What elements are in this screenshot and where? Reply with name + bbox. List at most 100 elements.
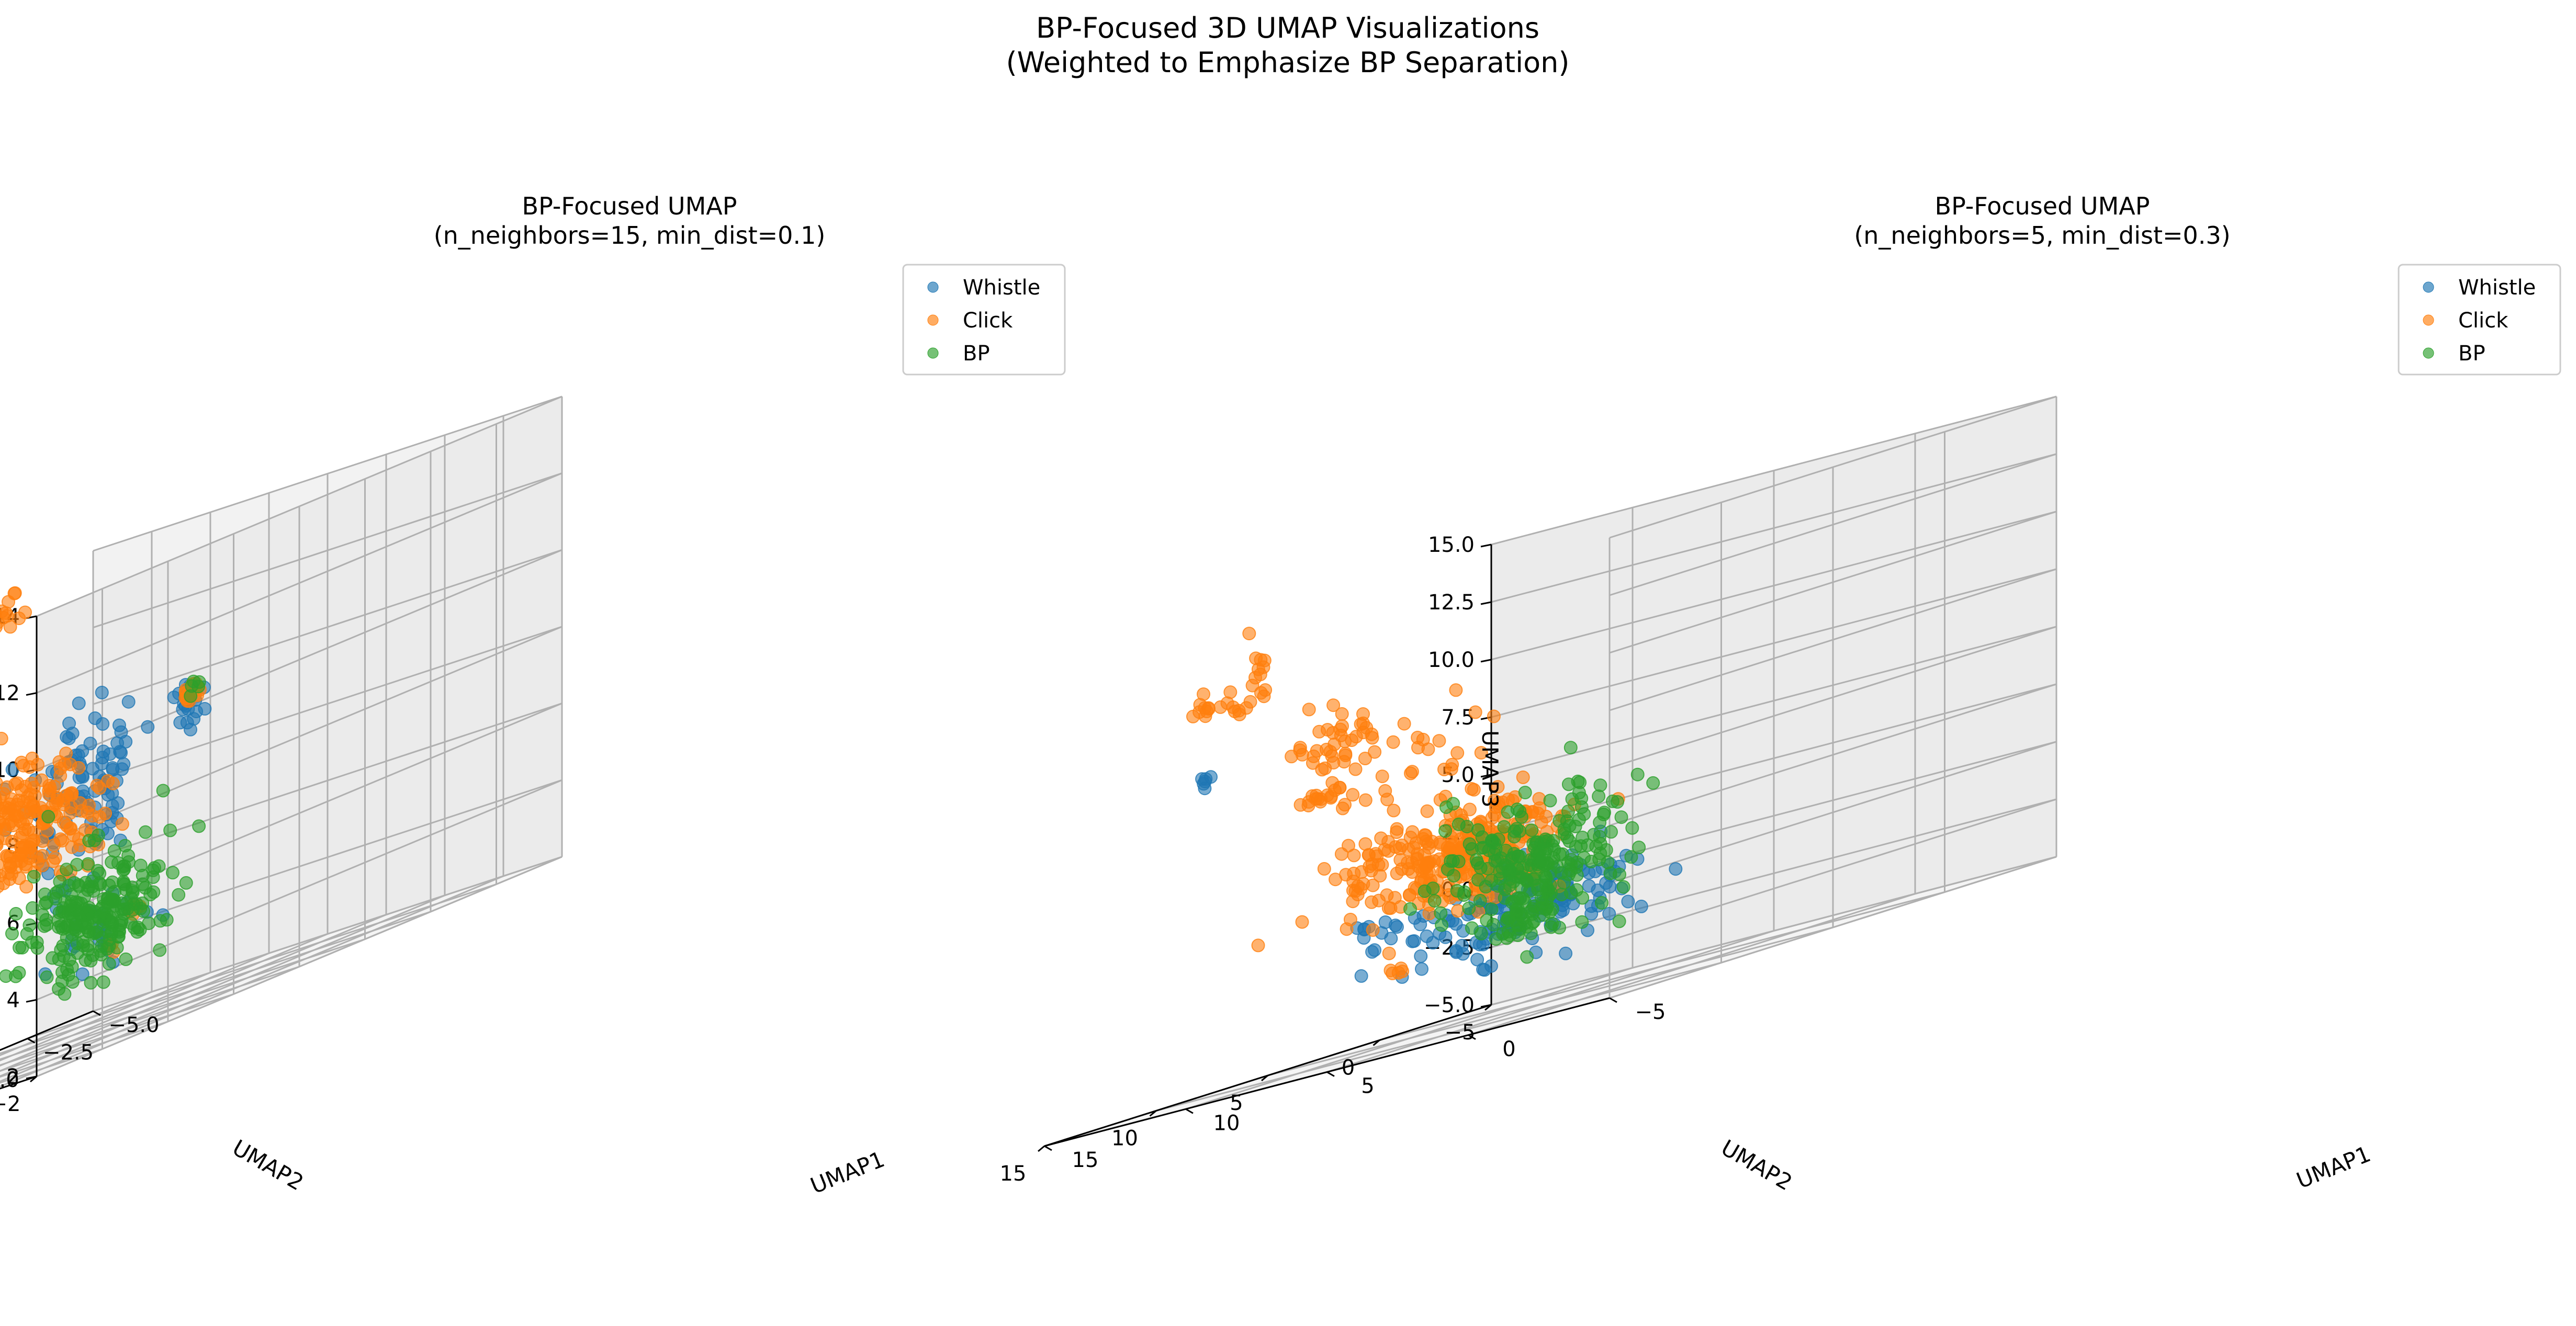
point-click: [1254, 686, 1268, 700]
point-bp: [56, 939, 70, 953]
point-bp: [60, 962, 74, 977]
point-bp: [1560, 831, 1574, 844]
point-bp: [1593, 837, 1607, 851]
point-bp: [1632, 841, 1646, 854]
point-click: [1213, 700, 1228, 714]
figure-title-line1: BP-Focused 3D UMAP Visualizations: [1036, 12, 1539, 44]
legend-marker-click: [927, 314, 939, 326]
point-click: [12, 611, 26, 626]
point-whistle: [1470, 953, 1484, 967]
point-bp: [117, 902, 131, 916]
panel-right-title-line1: BP-Focused UMAP: [1935, 192, 2150, 220]
panel-left-grid: [0, 395, 563, 1090]
point-click: [1317, 862, 1331, 876]
point-bp: [1438, 824, 1452, 838]
point-bp: [1577, 851, 1591, 865]
z-tick-mark: [1480, 1004, 1492, 1008]
point-bp: [1563, 741, 1578, 755]
point-bp: [1470, 856, 1484, 870]
point-click: [1325, 776, 1340, 790]
point-bp: [1604, 825, 1618, 839]
grid-line-z: [1609, 395, 2057, 539]
point-click: [1372, 893, 1386, 908]
point-whistle: [173, 716, 187, 730]
grid-line-z: [1609, 856, 2057, 999]
x-tick-label: 5: [1361, 1074, 1374, 1098]
point-bp: [1484, 902, 1499, 916]
panel-left-legend: Whistle Click BP: [902, 264, 1066, 376]
grid-line-y: [1326, 930, 1774, 1073]
point-whistle: [1438, 930, 1453, 944]
grid-line-z: [1609, 626, 2057, 769]
point-bp: [30, 941, 44, 955]
point-click: [1532, 792, 1546, 806]
legend-marker-click: [2423, 314, 2434, 326]
point-click: [1467, 783, 1481, 797]
point-click: [1242, 627, 1256, 641]
point-click: [1422, 841, 1436, 855]
point-bp: [1501, 925, 1515, 939]
point-click: [1411, 741, 1425, 755]
point-click: [1375, 769, 1389, 784]
point-bp: [27, 870, 41, 884]
point-click: [1383, 964, 1398, 978]
grid-line-z: [36, 626, 563, 847]
z-tick-mark: [26, 999, 37, 1003]
point-whistle: [1365, 945, 1379, 959]
point-bp: [1435, 918, 1449, 932]
point-bp: [1612, 914, 1626, 928]
point-bp: [139, 825, 152, 839]
point-whistle: [167, 690, 181, 705]
point-bp: [65, 975, 80, 989]
z-tick-label: 7.5: [1441, 706, 1475, 730]
point-click: [1387, 803, 1401, 818]
grid-line-z: [1491, 568, 2057, 718]
z-tick-mark: [26, 1075, 37, 1080]
point-click: [1374, 831, 1388, 845]
point-click: [53, 769, 68, 783]
figure-title-line2: (Weighted to Emphasize BP Separation): [1006, 46, 1570, 79]
point-bp: [133, 923, 147, 937]
point-click: [10, 776, 25, 790]
grid-line-y: [1468, 893, 1916, 1036]
point-click: [1422, 906, 1436, 921]
point-click: [1334, 847, 1348, 861]
point-click: [35, 773, 49, 787]
z-tick-label: 15.0: [1428, 533, 1475, 557]
point-whistle: [117, 757, 131, 771]
point-bp: [192, 819, 206, 833]
point-click: [1405, 825, 1420, 839]
point-click: [1346, 788, 1360, 802]
point-bp: [125, 884, 139, 898]
y-tick-label: −2: [0, 1092, 20, 1116]
point-click: [1198, 709, 1212, 723]
point-click: [31, 757, 45, 772]
z-tick-mark: [1480, 774, 1492, 778]
point-bp: [58, 987, 72, 1001]
point-click: [1516, 770, 1530, 784]
point-whistle: [65, 727, 80, 741]
point-bp: [96, 975, 110, 989]
point-click: [1451, 904, 1465, 918]
point-click: [47, 838, 61, 852]
x-tick-mark: [93, 1010, 101, 1016]
z-tick-label: 10.0: [1428, 648, 1475, 672]
point-bp: [55, 905, 69, 919]
point-bp: [1646, 776, 1660, 790]
legend-marker-whistle: [2423, 281, 2434, 293]
point-bp: [124, 916, 138, 930]
point-bp: [69, 917, 83, 932]
point-bp: [1513, 870, 1527, 885]
panel-right-title-line2: (n_neighbors=5, min_dist=0.3): [1854, 221, 2230, 250]
legend-marker-whistle: [927, 281, 939, 293]
point-click: [1338, 746, 1353, 761]
point-bp: [85, 880, 99, 894]
point-click: [1347, 866, 1361, 880]
point-bp: [23, 918, 37, 932]
point-click: [42, 787, 56, 801]
point-bp: [1513, 824, 1527, 838]
legend-label-whistle: Whistle: [2458, 276, 2536, 300]
point-bp: [49, 886, 63, 900]
point-whistle: [75, 744, 89, 758]
grid-line-z: [1491, 856, 2057, 1006]
